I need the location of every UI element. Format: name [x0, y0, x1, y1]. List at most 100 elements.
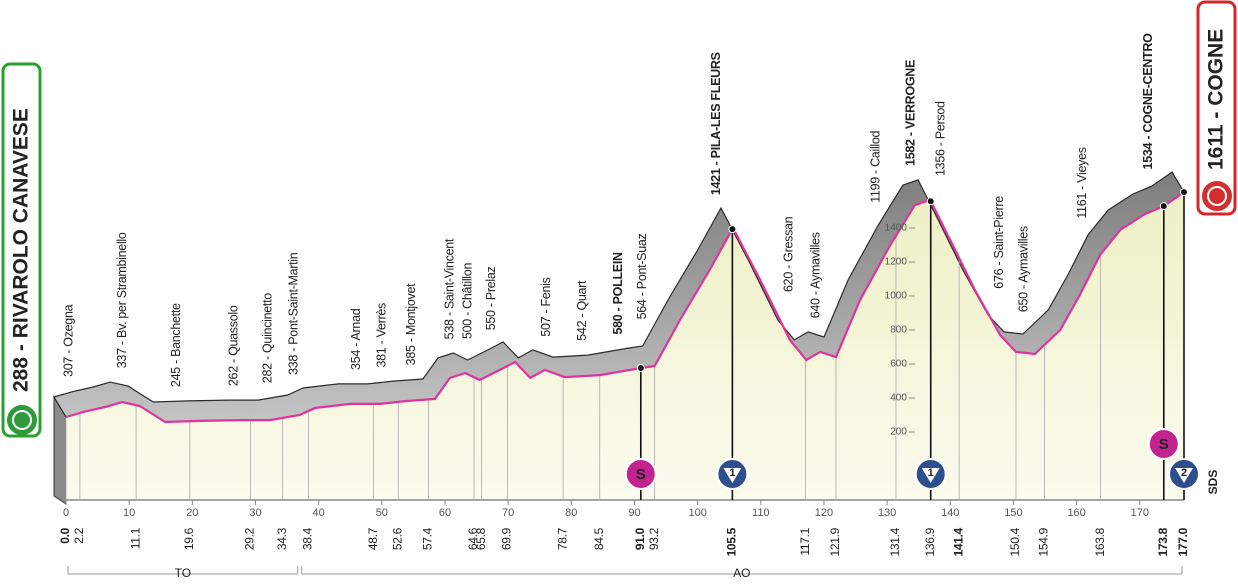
place-label: 381 - Verrès [375, 303, 389, 368]
km-label: 64.6 [466, 527, 480, 550]
km-label: 117.1 [798, 527, 812, 555]
km-label: 173.8 [1156, 527, 1170, 556]
road-line [65, 191, 1185, 424]
place-label: 354 - Arnad [349, 308, 363, 370]
place-label: 282 - Quincinetto [260, 293, 274, 383]
y-tick-label: 1200 [885, 257, 908, 268]
x-tick-label: 10 [123, 507, 135, 519]
logo-text: SDS [1206, 470, 1220, 495]
marker-dot [1180, 188, 1188, 197]
finish-label: 1611 - COGNE [1205, 29, 1228, 170]
place-label: 307 - Ozegna [61, 304, 75, 376]
x-tick-label: 0 [63, 507, 69, 519]
marker-label: 2 [1181, 467, 1187, 479]
km-label: 52.6 [390, 527, 404, 550]
x-tick-label: 130 [878, 507, 896, 519]
place-label: 1534 - COGNE-CENTRO [1141, 33, 1155, 170]
x-tick-label: 140 [941, 507, 959, 519]
region-label: TO [175, 566, 191, 580]
km-label: 105.5 [725, 527, 739, 556]
place-label: 542 - Quart [575, 280, 589, 341]
marker-dot [636, 363, 645, 372]
place-label: 245 - Banchette [169, 303, 183, 387]
km-label: 57.4 [421, 527, 435, 550]
start-icon [7, 405, 37, 435]
y-tick-label: 400 [890, 393, 907, 404]
km-label: 69.9 [500, 527, 514, 550]
km-label: 154.9 [1037, 527, 1051, 556]
km-label: 150.4 [1008, 527, 1022, 556]
km-label: 34.3 [275, 527, 289, 550]
km-label: 19.6 [182, 527, 196, 550]
finish-icon-ring [1207, 186, 1227, 206]
x-tick-label: 150 [1004, 507, 1022, 519]
km-label: 11.1 [128, 527, 142, 549]
y-tick-label: 600 [890, 359, 907, 370]
km-label: 177.0 [1176, 527, 1190, 556]
start-icon-ring [12, 410, 32, 430]
marker-badge [1147, 428, 1180, 460]
place-label: 640 - Aymavilles [809, 232, 823, 318]
marker-dot [926, 197, 935, 206]
place-label: 1199 - Caillod [869, 130, 883, 202]
km-label: 93.2 [647, 527, 661, 550]
x-tick-label: 30 [249, 507, 261, 519]
finish-box [1196, 0, 1237, 216]
km-label: 163.8 [1093, 527, 1107, 556]
place-label: 564 - Pont-Suaz [635, 233, 649, 319]
place-label: 580 - POLLEIN [611, 252, 625, 335]
marker-label: S [1159, 436, 1169, 453]
marker-triangle [921, 468, 940, 483]
km-label: 136.9 [923, 527, 937, 556]
y-tick-label: 1000 [885, 291, 908, 302]
place-label: 1421 - PILA-LES FLEURS [709, 52, 723, 195]
place-label: 507 - Fenis [539, 277, 553, 336]
marker-label: S [636, 466, 646, 483]
x-tick-label: 170 [1131, 507, 1149, 519]
x-tick-label: 70 [502, 507, 514, 519]
place-label: 1582 - VERROGNE [903, 60, 917, 166]
km-label: 38.4 [301, 527, 315, 550]
km-label: 121.9 [828, 527, 842, 556]
start-box [1, 62, 42, 438]
place-label: 1161 - Vieyes [1075, 147, 1089, 218]
km-label: 131.4 [888, 527, 902, 556]
marker-triangle [1175, 468, 1193, 483]
km-label: 2.2 [72, 527, 86, 543]
profile-layer [53, 171, 1185, 505]
finish-icon [1202, 181, 1232, 211]
km-label: 78.7 [555, 527, 569, 550]
km-label: 84.5 [592, 527, 606, 550]
marker-triangle [723, 468, 742, 483]
place-label: 676 - Saint-Pierre [992, 196, 1006, 289]
place-label: 550 - Prelaz [484, 266, 498, 330]
x-tick-label: 90 [628, 507, 640, 519]
y-tick-label: 800 [890, 325, 907, 336]
y-tick-label: 200 [890, 427, 907, 438]
place-label: 338 - Pont-Saint-Martin [286, 252, 300, 375]
place-label: 385 - Montjovet [404, 283, 418, 365]
place-label: 1356 - Persod [934, 101, 948, 176]
x-tick-label: 100 [688, 507, 706, 519]
x-tick-label: 80 [565, 507, 577, 519]
start-label: 288 - RIVAROLO CANAVESE [10, 108, 33, 392]
km-label: 0.0 [58, 527, 72, 543]
x-tick-label: 160 [1067, 507, 1085, 519]
x-tick-label: 120 [815, 507, 833, 519]
x-tick-label: 40 [313, 507, 325, 519]
km-label: 48.7 [366, 527, 380, 550]
region-label: AO [733, 566, 750, 580]
place-label: 650 - Aymavilles [1016, 226, 1030, 312]
y-tick-label: 1400 [885, 223, 908, 234]
km-label: 91.0 [633, 527, 647, 550]
x-tick-label: 20 [186, 507, 198, 519]
x-tick-label: 60 [439, 507, 451, 519]
place-label: 538 - Saint-Vincent [442, 238, 456, 339]
marker-label: 1 [729, 467, 735, 479]
marker-dot [728, 225, 737, 234]
x-tick-label: 110 [752, 507, 770, 519]
place-label: 620 - Gressan [782, 216, 796, 292]
marker-label: 1 [928, 467, 934, 479]
marker-badge [624, 458, 657, 490]
